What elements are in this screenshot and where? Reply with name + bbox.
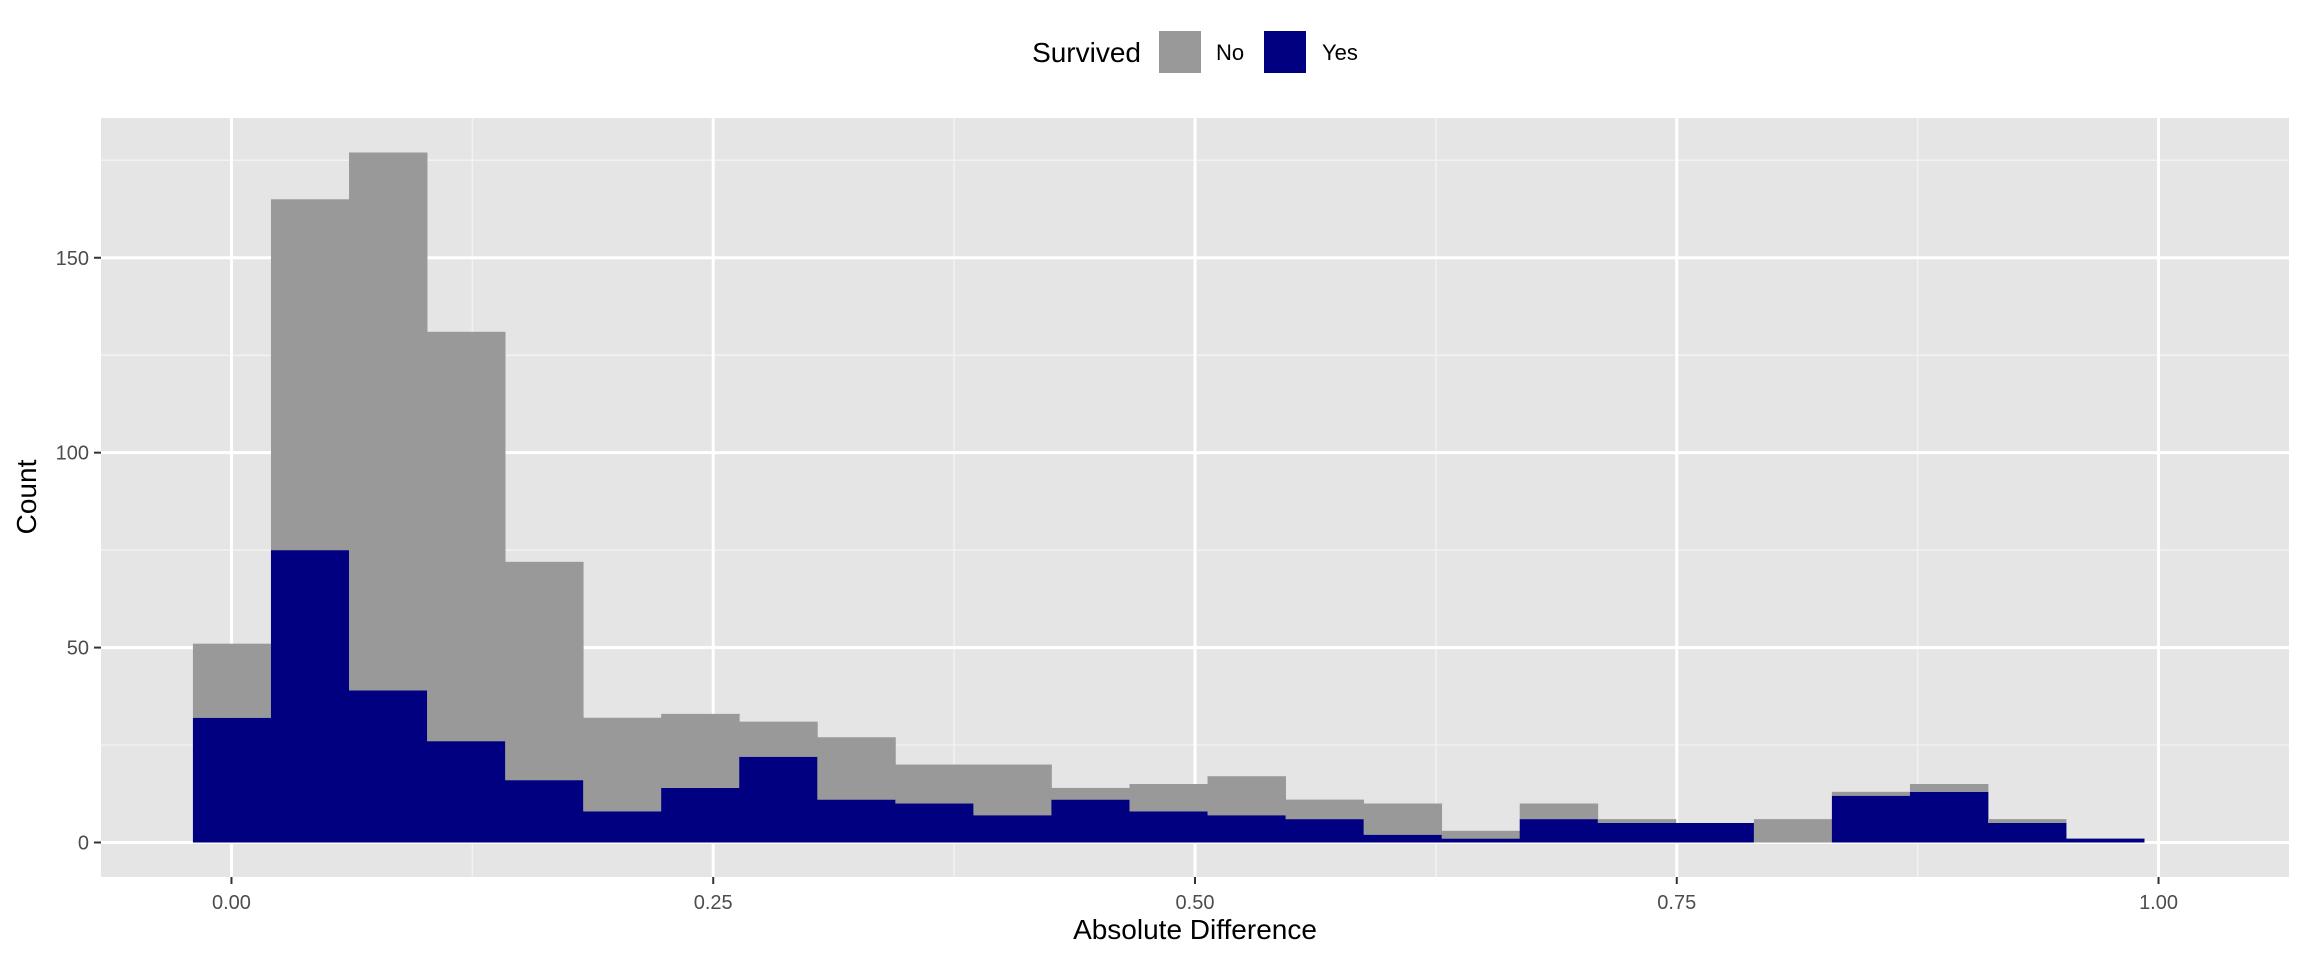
bar-no-13 <box>1207 776 1286 816</box>
bar-no-5 <box>583 717 662 812</box>
y-tick-label: 100 <box>56 443 89 465</box>
bar-no-6 <box>661 713 740 788</box>
legend-title: Survived <box>1032 37 1141 68</box>
bar-no-18 <box>1597 819 1677 824</box>
bar-no-17 <box>1519 803 1599 820</box>
bar-no-23 <box>1987 819 2067 824</box>
bar-yes-11 <box>1051 799 1130 843</box>
x-tick-label: 0.75 <box>1657 892 1696 914</box>
bar-yes-7 <box>739 756 818 843</box>
bar-no-3 <box>427 331 506 742</box>
bar-yes-6 <box>661 787 740 843</box>
x-axis: 0.00 0.25 0.50 0.75 1.00 <box>212 877 2178 914</box>
bar-no-11 <box>1051 787 1130 800</box>
bar-yes-16 <box>1441 838 1521 843</box>
bar-no-1 <box>270 199 350 551</box>
bar-yes-14 <box>1285 819 1365 843</box>
x-tick-label: 0.00 <box>212 892 251 914</box>
bars <box>192 152 2145 843</box>
bar-no-2 <box>349 152 428 691</box>
bar-no-20 <box>1753 819 1833 843</box>
x-tick-label: 1.00 <box>2139 892 2178 914</box>
bar-yes-10 <box>973 815 1052 843</box>
bar-yes-12 <box>1129 811 1208 843</box>
bar-yes-1 <box>270 550 350 843</box>
bar-no-4 <box>505 561 584 781</box>
bar-yes-4 <box>505 780 584 843</box>
bar-yes-0 <box>192 717 272 843</box>
y-axis: 0 50 100 150 <box>56 248 101 855</box>
legend: Survived No Yes <box>1032 31 1358 73</box>
y-tick-label: 50 <box>67 638 89 660</box>
bar-yes-17 <box>1519 819 1599 843</box>
bar-no-15 <box>1363 803 1443 835</box>
legend-key-no <box>1159 31 1201 73</box>
bar-no-16 <box>1441 830 1521 839</box>
bar-yes-5 <box>583 811 662 843</box>
bar-yes-8 <box>817 799 896 843</box>
bar-no-10 <box>973 764 1052 816</box>
x-tick-label: 0.50 <box>1176 892 1215 914</box>
bar-yes-24 <box>2066 838 2145 843</box>
bar-no-21 <box>1831 791 1911 796</box>
bar-yes-13 <box>1207 815 1286 843</box>
bar-yes-2 <box>349 690 428 843</box>
bar-yes-19 <box>1675 823 1755 843</box>
bar-no-22 <box>1909 784 1989 792</box>
bar-no-9 <box>895 764 974 804</box>
y-axis-title: Count <box>11 459 42 534</box>
bar-no-8 <box>817 737 896 800</box>
bar-no-0 <box>192 643 272 718</box>
x-tick-label: 0.25 <box>694 892 733 914</box>
bar-yes-18 <box>1597 823 1677 843</box>
bar-yes-9 <box>895 803 974 843</box>
bar-yes-22 <box>1909 791 1989 843</box>
legend-label-yes: Yes <box>1322 40 1358 65</box>
bar-no-7 <box>739 721 818 757</box>
bar-no-12 <box>1129 784 1208 812</box>
x-axis-title: Absolute Difference <box>1073 914 1317 945</box>
legend-label-no: No <box>1216 40 1244 65</box>
y-tick-label: 0 <box>78 833 89 855</box>
bar-yes-21 <box>1831 795 1911 843</box>
legend-key-yes <box>1264 31 1306 73</box>
bar-yes-15 <box>1363 834 1443 843</box>
bar-yes-23 <box>1987 823 2067 843</box>
bar-yes-3 <box>427 741 506 843</box>
y-tick-label: 150 <box>56 248 89 270</box>
bar-no-14 <box>1285 799 1365 820</box>
